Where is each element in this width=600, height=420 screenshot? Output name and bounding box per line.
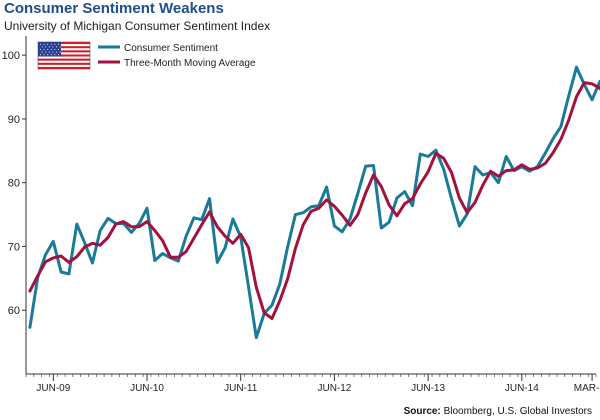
- flag-stripe: [38, 66, 90, 69]
- flag-stripe: [38, 42, 90, 45]
- flag-star: [43, 43, 45, 45]
- flag-star: [55, 46, 58, 48]
- flag-stripe: [38, 54, 90, 57]
- flag-star: [45, 51, 47, 53]
- page-title: Consumer Sentiment Weakens: [4, 0, 224, 17]
- x-tick-label: JUN-13: [411, 383, 445, 394]
- legend-label-consumer-sentiment: Consumer Sentiment: [124, 43, 218, 54]
- x-tick-label: JUN-11: [224, 383, 258, 394]
- flag-star: [50, 43, 52, 45]
- us-flag-icon: [37, 41, 91, 70]
- chart-legend: Consumer Sentiment Three-Month Moving Av…: [98, 43, 256, 69]
- consumer-sentiment-line: [28, 65, 600, 340]
- flag-stripe: [38, 50, 90, 53]
- x-tick-label: JUN-12: [317, 383, 351, 394]
- x-tick-label: JUN-09: [36, 383, 70, 394]
- y-tick-label: 80: [8, 178, 20, 190]
- x-tick-label: MAR-15: [574, 383, 600, 394]
- y-tick-label: 70: [8, 241, 20, 253]
- flag-star: [50, 48, 52, 51]
- flag-stripe: [38, 62, 90, 65]
- flag-star: [59, 51, 61, 53]
- flag-star: [39, 54, 42, 56]
- flag-stripe: [38, 46, 90, 49]
- flag-star: [47, 48, 49, 51]
- flag-star: [52, 46, 54, 48]
- flag-star: [59, 46, 61, 48]
- flag-stripe: [38, 58, 90, 61]
- flag-star: [43, 54, 45, 56]
- flag-star: [50, 54, 52, 56]
- source-text: Bloomberg, U.S. Global Investors: [443, 406, 592, 417]
- flag-star: [41, 46, 43, 48]
- x-tick-label: JUN-10: [130, 383, 164, 394]
- flag-star: [39, 43, 42, 45]
- x-tick-label: JUN-14: [505, 383, 539, 394]
- page-subtitle: University of Michigan Consumer Sentimen…: [4, 19, 271, 33]
- flag-star: [43, 48, 45, 51]
- flag-star: [47, 54, 49, 56]
- flag-star: [48, 46, 50, 48]
- flag-star: [41, 51, 43, 53]
- y-tick-label: 60: [8, 305, 20, 317]
- source-note: Source: Bloomberg, U.S. Global Investors: [404, 406, 592, 417]
- moving-average-line: [28, 81, 600, 320]
- y-tick-label: 90: [8, 114, 20, 126]
- flag-star: [55, 51, 58, 53]
- flag-star: [54, 48, 56, 51]
- flag-star: [57, 48, 60, 51]
- flag-star: [54, 54, 56, 56]
- y-tick-label: 100: [2, 50, 20, 62]
- flag-star: [54, 43, 56, 45]
- legend-label-moving-average: Three-Month Moving Average: [124, 58, 256, 69]
- flag-star: [48, 51, 50, 53]
- flag-star: [52, 51, 54, 53]
- flag-star: [39, 48, 42, 51]
- flag-star: [57, 54, 60, 56]
- flag-star: [47, 43, 49, 45]
- flag-star: [45, 46, 47, 48]
- flag-star: [57, 43, 60, 45]
- source-label: Source:: [403, 406, 441, 417]
